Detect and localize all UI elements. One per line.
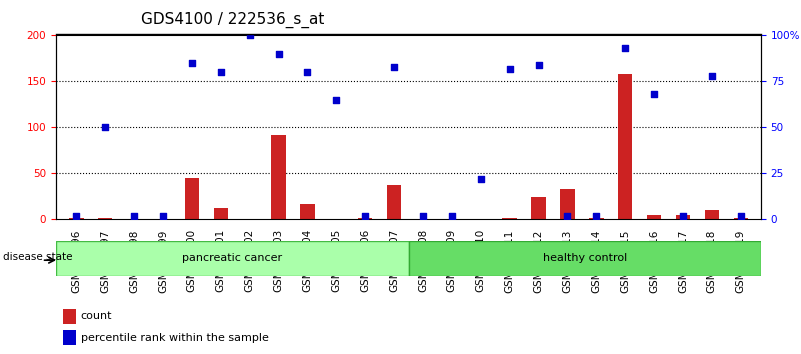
Point <box>99 125 111 130</box>
Bar <box>734 218 748 219</box>
Bar <box>618 74 633 219</box>
Bar <box>63 309 76 324</box>
Point <box>706 73 718 79</box>
Point <box>735 213 747 219</box>
Point <box>156 213 169 219</box>
Point <box>474 176 487 182</box>
Point <box>388 64 400 69</box>
Bar <box>647 215 662 219</box>
Point <box>330 97 343 103</box>
Point <box>301 69 314 75</box>
Bar <box>416 218 430 219</box>
Text: percentile rank within the sample: percentile rank within the sample <box>81 332 268 343</box>
Point <box>561 213 574 219</box>
Point <box>677 213 690 219</box>
Bar <box>358 218 372 219</box>
Bar <box>502 218 517 219</box>
Point <box>532 62 545 68</box>
Bar <box>69 218 83 219</box>
Text: healthy control: healthy control <box>542 253 627 263</box>
Bar <box>531 198 545 219</box>
Point <box>417 213 429 219</box>
Point <box>70 213 83 219</box>
Bar <box>98 218 112 219</box>
Bar <box>387 184 401 219</box>
FancyBboxPatch shape <box>56 241 409 276</box>
Bar <box>214 209 228 219</box>
Point <box>503 66 516 72</box>
Point <box>445 213 458 219</box>
Point <box>590 213 602 219</box>
Point <box>272 51 285 57</box>
Point <box>648 91 661 97</box>
Bar <box>473 218 488 219</box>
Bar <box>329 218 344 219</box>
Bar <box>243 218 257 219</box>
Bar <box>589 218 603 219</box>
Text: disease state: disease state <box>3 252 73 262</box>
Point <box>186 60 199 66</box>
Bar <box>184 178 199 219</box>
Bar <box>63 330 76 345</box>
Bar <box>300 204 315 219</box>
Point <box>127 213 140 219</box>
Bar <box>676 215 690 219</box>
Point <box>244 33 256 38</box>
Point <box>215 69 227 75</box>
Bar <box>127 218 141 219</box>
Bar <box>560 189 574 219</box>
Text: count: count <box>81 311 112 321</box>
Bar <box>272 135 286 219</box>
Point <box>618 45 631 51</box>
Text: GDS4100 / 222536_s_at: GDS4100 / 222536_s_at <box>141 11 324 28</box>
FancyBboxPatch shape <box>409 241 761 276</box>
Bar <box>705 210 719 219</box>
Text: pancreatic cancer: pancreatic cancer <box>182 253 282 263</box>
Bar <box>445 218 459 219</box>
Point <box>359 213 372 219</box>
